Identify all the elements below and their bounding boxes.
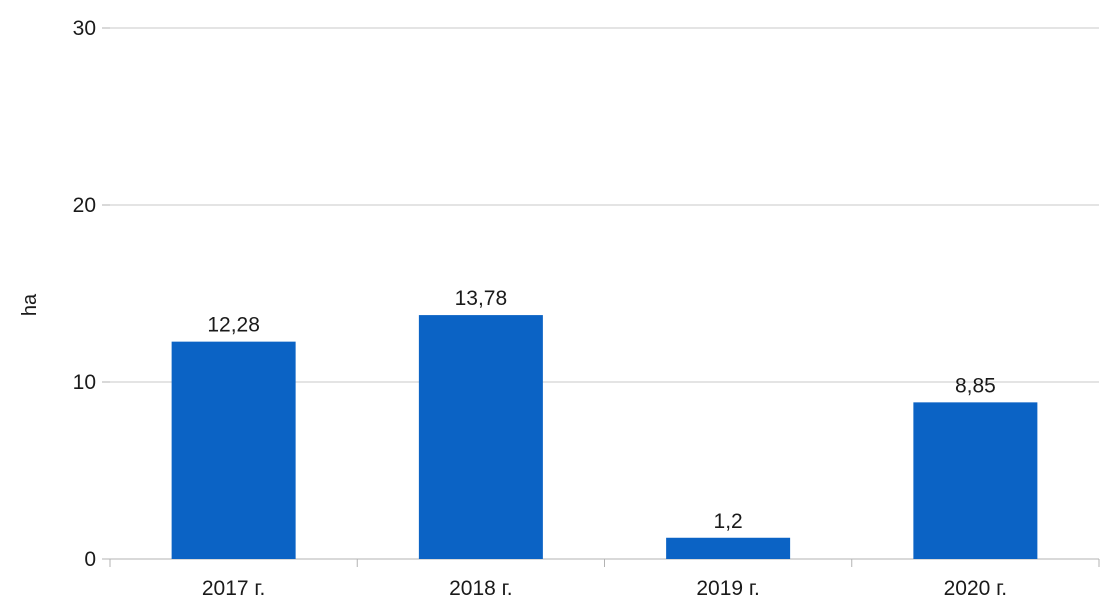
y-axis-title: ha [19,293,41,316]
bar [171,341,296,559]
data-label: 13,78 [455,287,508,310]
y-tick-label: 20 [73,194,96,217]
x-axis-categories: 2017 г. 2018 г. 2019 г. 2020 г. [202,577,1007,600]
y-axis-ticks: 0 10 20 30 [73,17,96,571]
y-tick-label: 10 [73,371,96,394]
bar [666,537,791,559]
bar [418,315,543,559]
data-label: 12,28 [207,314,260,337]
x-category-label: 2018 г. [449,577,512,600]
data-label: 1,2 [714,510,743,533]
y-tick-label: 0 [84,548,96,571]
x-category-label: 2020 г. [944,577,1007,600]
x-category-label: 2019 г. [696,577,759,600]
data-label: 8,85 [955,374,996,397]
bar [913,402,1038,559]
y-tick-label: 30 [73,17,96,40]
data-labels: 12,28 13,78 1,2 8,85 [207,287,995,533]
bars [171,315,1038,559]
x-category-label: 2017 г. [202,577,265,600]
